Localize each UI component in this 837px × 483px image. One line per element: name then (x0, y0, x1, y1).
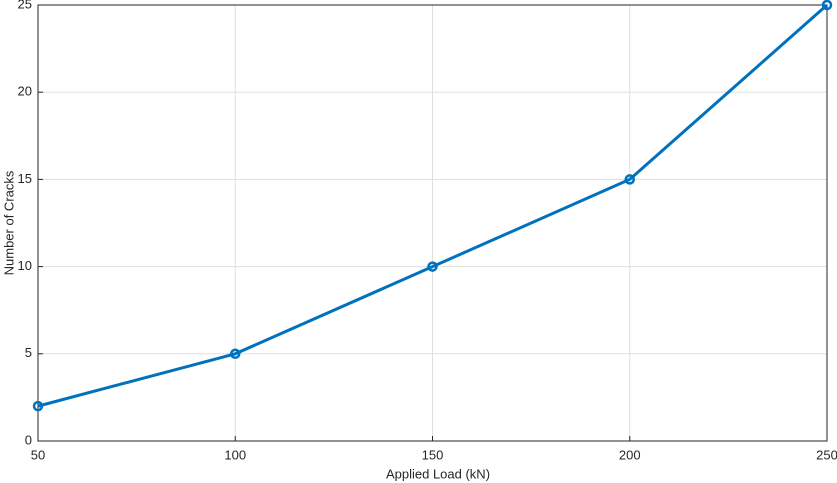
data-marker (427, 261, 438, 272)
y-tick-label: 25 (18, 0, 32, 11)
x-tick-label: 50 (31, 447, 45, 462)
y-tick-label: 20 (18, 84, 32, 99)
x-tick-label: 100 (224, 447, 246, 462)
y-tick-label: 15 (18, 171, 32, 186)
y-tick-label: 5 (25, 345, 32, 360)
y-tick-label: 0 (25, 432, 32, 447)
x-tick-label: 200 (619, 447, 641, 462)
x-axis-label: Applied Load (kN) (386, 466, 490, 481)
data-marker (624, 174, 635, 185)
x-tick-label: 250 (816, 447, 837, 462)
data-marker (821, 0, 833, 11)
y-axis-label: Number of Cracks (1, 170, 16, 275)
data-marker (230, 348, 241, 360)
x-tick-label: 150 (422, 447, 444, 462)
data-line (37, 3, 828, 408)
y-tick-label: 10 (18, 258, 32, 273)
data-marker (32, 400, 44, 412)
axes-box (37, 4, 828, 442)
